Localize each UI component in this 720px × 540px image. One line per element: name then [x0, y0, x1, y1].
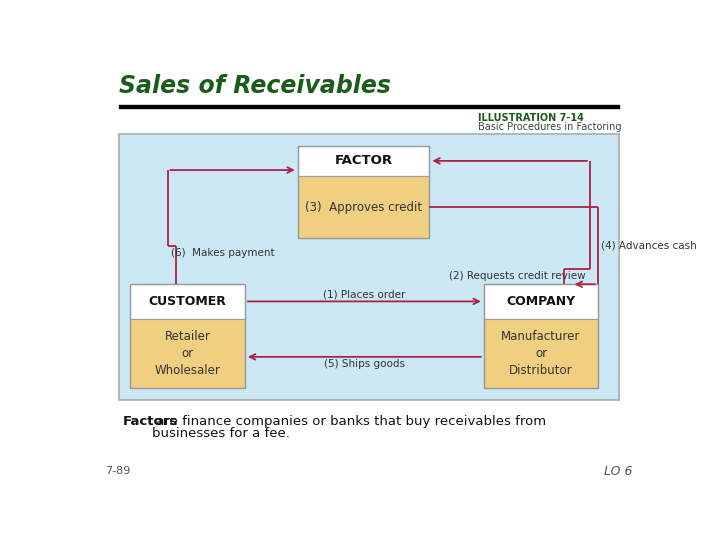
- Text: are finance companies or banks that buy receivables from: are finance companies or banks that buy …: [152, 415, 546, 428]
- Bar: [297, 146, 429, 238]
- Text: (5) Ships goods: (5) Ships goods: [324, 359, 405, 369]
- Text: (2) Requests credit review: (2) Requests credit review: [449, 271, 586, 281]
- Bar: [130, 319, 245, 388]
- Text: (3)  Approves credit: (3) Approves credit: [305, 200, 422, 214]
- Text: LO 6: LO 6: [604, 465, 632, 478]
- Text: (1) Places order: (1) Places order: [323, 289, 405, 299]
- Bar: [297, 176, 429, 238]
- Bar: [484, 284, 598, 319]
- Text: Factors: Factors: [122, 415, 178, 428]
- Bar: [120, 105, 618, 108]
- Text: businesses for a fee.: businesses for a fee.: [152, 428, 290, 441]
- Text: 7-89: 7-89: [106, 467, 131, 476]
- Text: (6)  Makes payment: (6) Makes payment: [171, 248, 275, 258]
- Text: Basic Procedures in Factoring: Basic Procedures in Factoring: [477, 122, 621, 132]
- Bar: [130, 284, 245, 319]
- Text: FACTOR: FACTOR: [335, 154, 392, 167]
- Text: Manufacturer
or
Distributor: Manufacturer or Distributor: [501, 330, 581, 377]
- Text: Retailer
or
Wholesaler: Retailer or Wholesaler: [155, 330, 220, 377]
- Text: CUSTOMER: CUSTOMER: [149, 295, 227, 308]
- Text: COMPANY: COMPANY: [506, 295, 575, 308]
- Bar: [120, 134, 618, 400]
- Bar: [484, 284, 598, 388]
- Text: (4) Advances cash: (4) Advances cash: [600, 241, 696, 251]
- Bar: [484, 319, 598, 388]
- Text: Sales of Receivables: Sales of Receivables: [120, 75, 392, 98]
- Text: ILLUSTRATION 7-14: ILLUSTRATION 7-14: [477, 113, 583, 123]
- Bar: [130, 284, 245, 388]
- Bar: [297, 146, 429, 176]
